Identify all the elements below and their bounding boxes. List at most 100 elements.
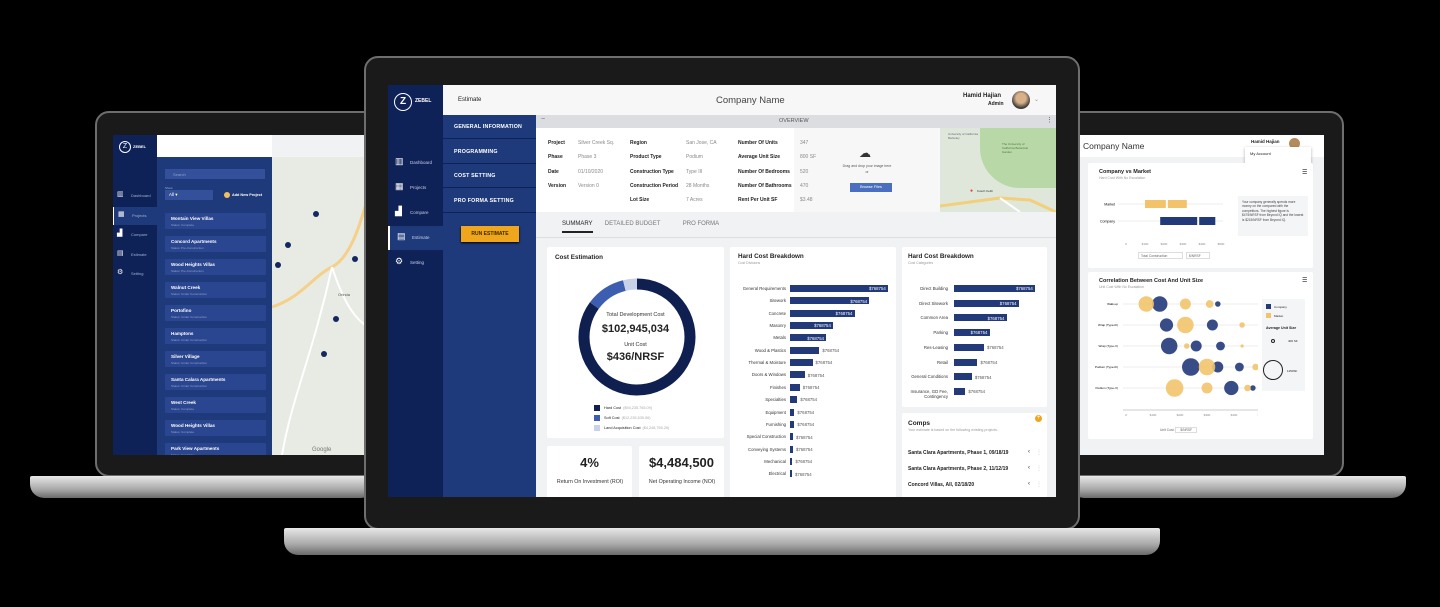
bar[interactable]	[954, 314, 1007, 322]
chevron-left-icon[interactable]: ‹	[1028, 465, 1030, 471]
collapse-icon[interactable]: −	[541, 116, 546, 123]
bubble-market[interactable]	[1205, 300, 1214, 308]
sidebar-item-setting[interactable]: ⚙ Setting	[388, 251, 443, 275]
submenu-item[interactable]: COST SETTING	[443, 164, 536, 188]
bubble-company[interactable]	[1160, 337, 1178, 355]
bubble-company[interactable]	[1224, 380, 1239, 396]
bubble-market[interactable]	[1244, 384, 1251, 392]
chevron-left-icon[interactable]: ‹	[1028, 449, 1030, 455]
comp-item[interactable]: Santa Clara Apartments, Phase 1, 09/18/1…	[908, 450, 1009, 456]
bubble-company[interactable]	[1235, 362, 1244, 372]
comp-item[interactable]: Concord Villas, All, 02/18/20	[908, 482, 975, 488]
bar[interactable]	[790, 445, 793, 453]
donut-slice-soft-cost[interactable]	[589, 280, 626, 309]
project-item[interactable]: Park View Apartments Status: Complete	[165, 443, 266, 455]
bar[interactable]	[790, 470, 792, 478]
project-item[interactable]: Walnut Creek Status: Under Construction	[165, 282, 266, 298]
submenu-item[interactable]: PRO FORMA SETTING	[443, 189, 536, 213]
sidebar-item-estimate[interactable]: ▤ Estimate	[388, 226, 443, 250]
bubble-company[interactable]	[1216, 341, 1225, 351]
sidebar-item-dashboard[interactable]: ▥ Dashboard	[113, 187, 157, 205]
project-item[interactable]: Silver Village Status: Under Construction	[165, 351, 266, 367]
bar[interactable]	[790, 383, 800, 391]
bar[interactable]	[954, 285, 1035, 292]
run-estimate-button[interactable]: RUN ESTIMATE	[461, 226, 519, 242]
project-item[interactable]: Wood Heights Villas Status: Complete	[165, 420, 266, 436]
project-item[interactable]: Hamptons Status: Under Construction	[165, 328, 266, 344]
chevron-left-icon[interactable]: ‹	[1028, 481, 1030, 487]
bar[interactable]	[790, 359, 813, 367]
box-lower[interactable]	[1160, 217, 1198, 225]
unit-select[interactable]: $/NRSF	[1186, 252, 1210, 259]
add-icon[interactable]	[224, 192, 230, 198]
filter-select[interactable]: All ▾	[165, 190, 213, 200]
bubble-market[interactable]	[1252, 363, 1258, 371]
bar[interactable]	[790, 285, 888, 292]
avatar[interactable]	[1012, 91, 1030, 109]
bubble-market[interactable]	[1240, 344, 1244, 348]
comp-item[interactable]: Santa Clara Apartments, Phase 2, 11/12/1…	[908, 466, 1009, 472]
project-item[interactable]: Concord Apartments Status: Pre-Constructi…	[165, 236, 266, 252]
avatar[interactable]	[1289, 138, 1300, 149]
bubble-market[interactable]	[1138, 296, 1154, 312]
bubble-company[interactable]	[1182, 358, 1200, 376]
bar[interactable]	[790, 396, 798, 404]
bar[interactable]	[954, 373, 972, 381]
bar[interactable]	[790, 408, 795, 416]
box-upper[interactable]	[1167, 200, 1187, 208]
bar[interactable]	[954, 358, 978, 366]
bubble-market[interactable]	[1198, 358, 1216, 376]
filter-icon[interactable]: ☰	[1302, 170, 1308, 176]
chevron-down-icon[interactable]: ⌄	[1034, 97, 1040, 103]
search-input[interactable]: Search	[165, 169, 265, 179]
bubble-market[interactable]	[1177, 316, 1194, 334]
bar[interactable]	[954, 343, 984, 351]
bar[interactable]	[790, 297, 870, 305]
tab-summary[interactable]: SUMMARY	[562, 221, 593, 233]
my-account-item[interactable]: My Account	[1250, 151, 1271, 156]
bar[interactable]	[954, 329, 990, 337]
box-upper[interactable]	[1199, 217, 1216, 225]
bar[interactable]	[790, 457, 793, 465]
more-icon[interactable]: ⋮	[1036, 466, 1042, 472]
more-icon[interactable]: ⋮	[1036, 482, 1042, 488]
submenu-item[interactable]: GENERAL INFORMATION	[443, 115, 536, 139]
project-item[interactable]: West Creek Status: Complete	[165, 397, 266, 413]
bubble-company[interactable]	[1212, 361, 1224, 373]
sidebar-item-compare[interactable]: ▟ Compare	[388, 201, 443, 225]
unit-cost-select[interactable]: $/NRSF	[1175, 427, 1198, 433]
bar[interactable]	[790, 433, 793, 441]
bar[interactable]	[790, 420, 795, 428]
sidebar-item-projects[interactable]: ▦ Projects	[388, 176, 443, 200]
bubble-company[interactable]	[1206, 319, 1218, 331]
add-project-button[interactable]: Add New Project	[232, 193, 263, 197]
bar[interactable]	[790, 371, 805, 379]
sidebar-item-compare[interactable]: ▟ Compare	[113, 226, 157, 244]
bubble-company[interactable]	[1159, 318, 1174, 332]
box-lower[interactable]	[1145, 200, 1166, 208]
bubble-company[interactable]	[1190, 340, 1202, 352]
sidebar-item-estimate[interactable]: ▤ Estimate	[113, 246, 157, 264]
more-icon[interactable]: ⋮	[1036, 450, 1042, 456]
user-name[interactable]: Hamid Hajian	[963, 93, 1002, 99]
tab-pro-forma[interactable]: PRO FORMA	[682, 221, 720, 227]
bubble-market[interactable]	[1239, 322, 1245, 328]
add-comp-button[interactable]: +	[1035, 415, 1042, 422]
project-item[interactable]: Santa Calara Apartments Status: Under Con…	[165, 374, 266, 390]
bubble-company[interactable]	[1152, 296, 1168, 312]
donut-slice-land-acquisition-cost[interactable]	[623, 278, 638, 291]
more-icon[interactable]: ⋮	[1046, 117, 1053, 124]
bar[interactable]	[954, 299, 1019, 307]
sidebar-item-setting[interactable]: ⚙ Setting	[113, 265, 157, 283]
donut-slice-hard-cost[interactable]	[578, 278, 696, 396]
image-upload[interactable]: ☁ Drag and drop your image here or Brows…	[794, 128, 940, 212]
bubble-market[interactable]	[1201, 382, 1213, 394]
sidebar-item-projects[interactable]: ▦ Projects	[113, 206, 157, 225]
bubble-market[interactable]	[1165, 379, 1184, 397]
filter-icon[interactable]: ☰	[1302, 278, 1308, 284]
bar[interactable]	[790, 322, 834, 330]
project-item[interactable]: Montain View Villas Status: Complete	[165, 213, 266, 229]
browse-files-button[interactable]: Browse Files	[850, 183, 892, 192]
bubble-market[interactable]	[1179, 298, 1191, 310]
sidebar-item-dashboard[interactable]: ▥ Dashboard	[388, 151, 443, 175]
